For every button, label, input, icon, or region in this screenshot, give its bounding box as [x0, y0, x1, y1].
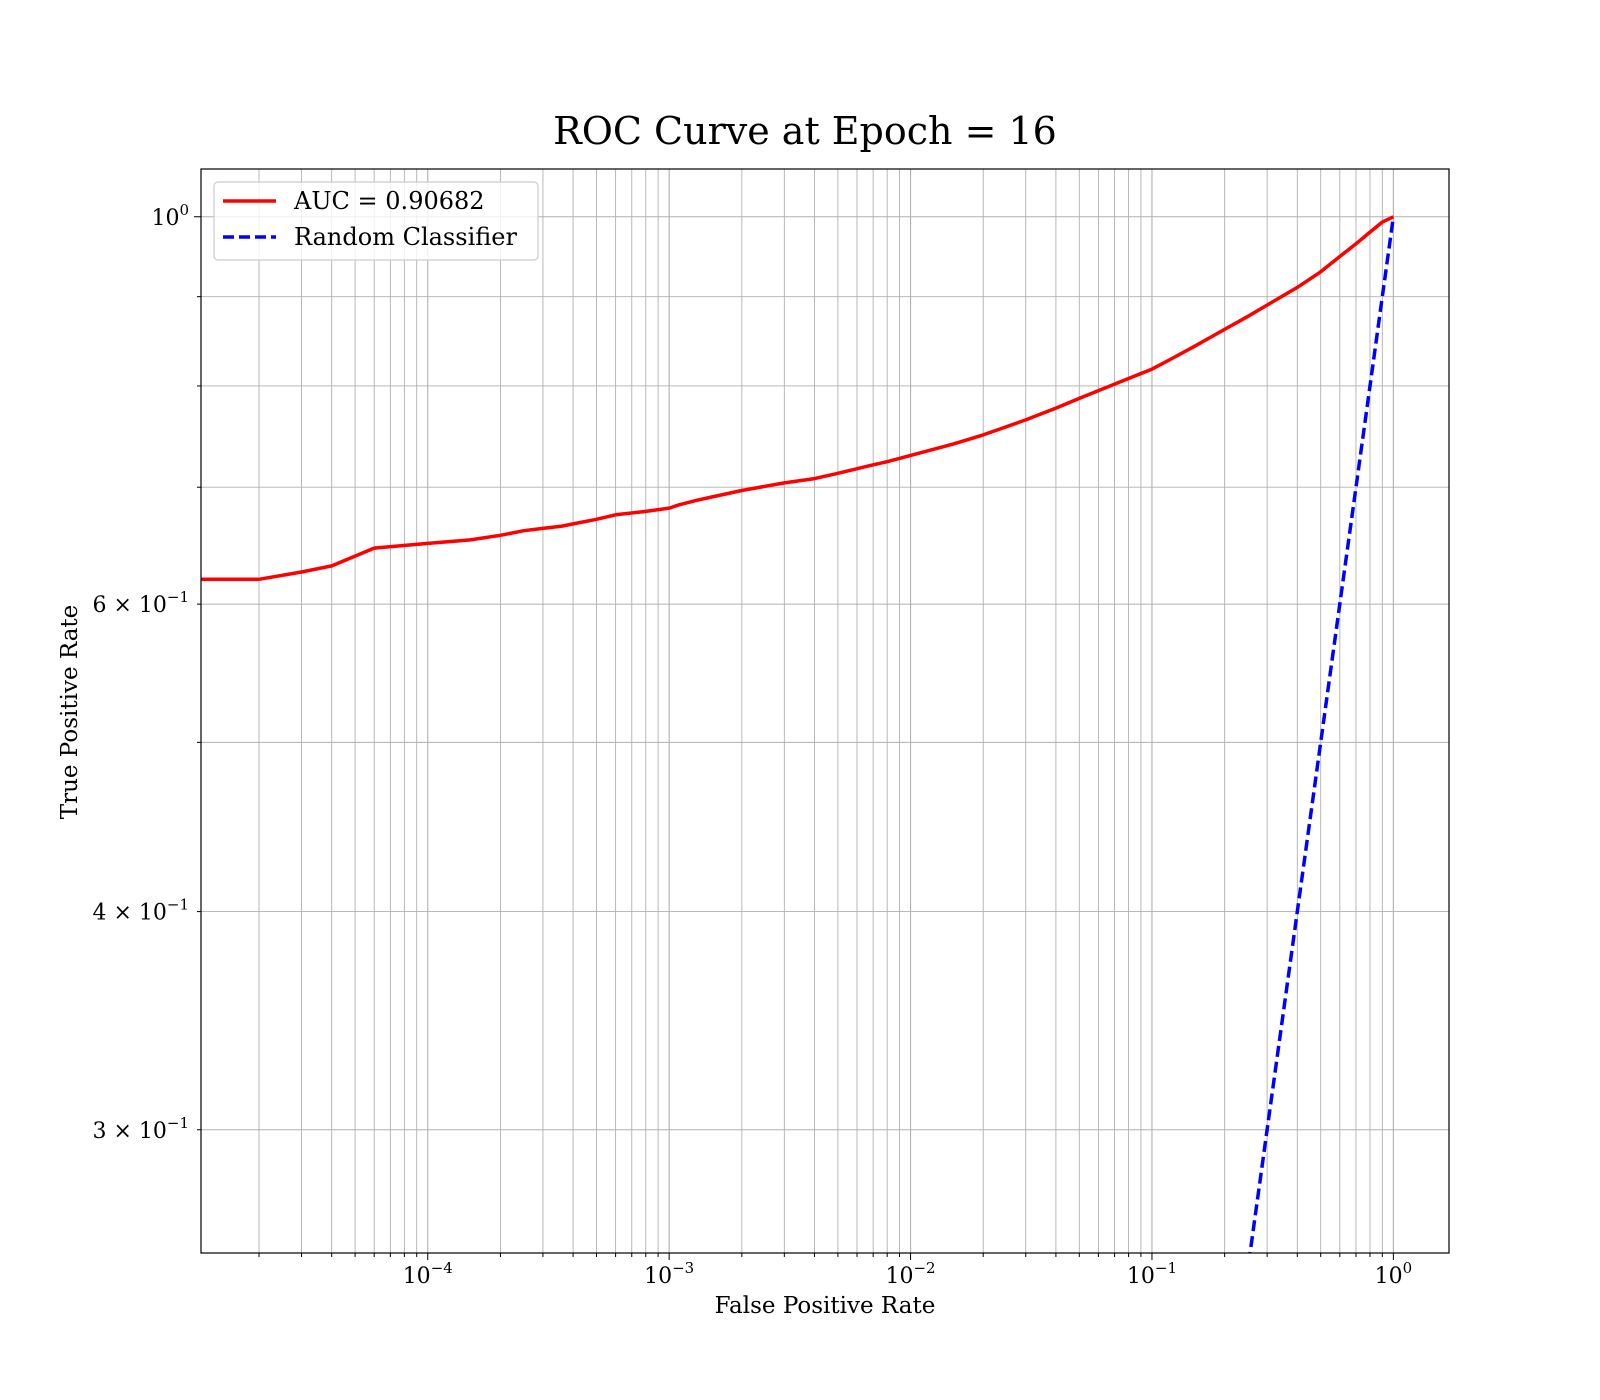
tick-marks: 10−4 10−3 10−2 10−1 100 100 6 × 10−1 4 × 10−1 3 … — [92, 201, 1412, 1289]
legend-label-auc: AUC = 0.90682 — [293, 187, 485, 215]
x-tick-label: 100 — [1375, 1259, 1413, 1289]
series-layer — [201, 215, 1396, 1253]
x-tick-label: 10−1 — [1127, 1259, 1177, 1289]
x-tick-label: 10−2 — [885, 1259, 935, 1289]
y-tick-label: 6 × 10−1 — [92, 588, 189, 618]
y-tick-label: 100 — [151, 201, 189, 231]
legend-frame — [213, 181, 539, 261]
x-tick-label: 10−4 — [403, 1259, 453, 1289]
legend: AUC = 0.90682 Random Classifier — [213, 181, 539, 261]
chart-title: ROC Curve at Epoch = 16 — [553, 109, 1057, 153]
y-tick-label: 4 × 10−1 — [92, 896, 189, 926]
grid-lines — [201, 169, 1449, 1253]
x-tick-label: 10−3 — [644, 1259, 694, 1289]
series-line-auc — [201, 215, 1395, 582]
series-line-random-classifier — [1248, 216, 1396, 1253]
x-axis-label: False Positive Rate — [715, 1293, 936, 1319]
y-tick-label: 3 × 10−1 — [92, 1114, 189, 1144]
plot-frame — [200, 168, 1450, 1254]
y-axis-label: True Positive Rate — [57, 605, 83, 820]
legend-label-random: Random Classifier — [294, 223, 517, 251]
